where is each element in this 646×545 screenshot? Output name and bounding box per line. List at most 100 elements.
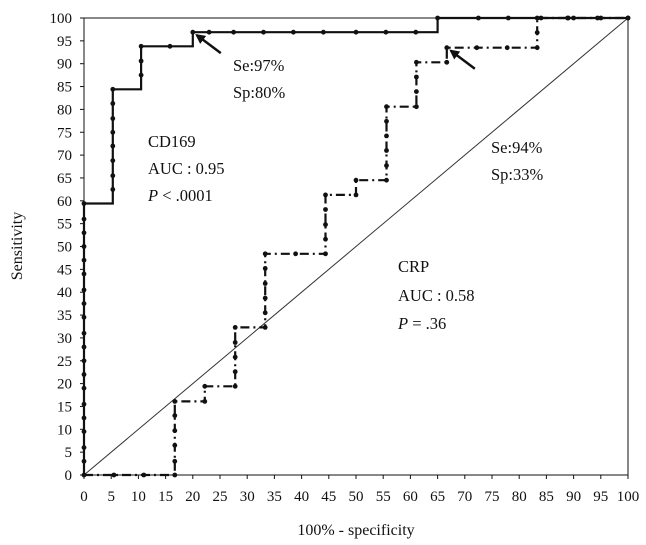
- cd169-point: [81, 385, 87, 391]
- cd169-point: [110, 101, 116, 106]
- crp-point: [141, 472, 147, 478]
- x-axis-ticks: 0 5 10 15 20 25 30 35 40 45 50 55 60 65 70 75 80 85 90 95 10…: [80, 475, 639, 505]
- y-tick-label: 5: [65, 445, 73, 461]
- y-tick-label: 95: [57, 34, 72, 50]
- x-tick-label: 30: [240, 489, 255, 505]
- y-tick-label: 75: [57, 125, 72, 141]
- crp-point: [384, 133, 389, 139]
- x-tick-label: 45: [321, 489, 336, 505]
- crp-point: [504, 45, 510, 51]
- x-tick-label: 0: [80, 489, 88, 505]
- y-tick-label: 10: [57, 422, 72, 438]
- crp-point: [262, 281, 268, 286]
- y-tick-label: 30: [57, 331, 72, 347]
- crp-point: [172, 458, 178, 464]
- crp-point: [384, 104, 389, 110]
- cd169-point: [110, 129, 116, 135]
- cd169-p-label: P < .0001: [147, 186, 213, 205]
- crp-point: [232, 340, 238, 345]
- y-tick-label: 15: [57, 399, 72, 415]
- crp-point: [172, 399, 178, 404]
- crp-point: [414, 89, 419, 94]
- crp-point: [474, 45, 480, 51]
- x-tick-label: 100: [617, 489, 640, 505]
- cd169-point: [81, 257, 87, 263]
- cd169-point: [81, 330, 87, 336]
- cd169-point: [81, 314, 87, 320]
- cd169-point: [353, 29, 359, 35]
- y-tick-label: 50: [57, 240, 72, 256]
- y-axis-title: Sensitivity: [9, 212, 26, 280]
- arrow-layer: [195, 33, 476, 70]
- cd169-p-value: < .0001: [158, 186, 213, 205]
- crp-cutoff-arrow: [449, 49, 476, 70]
- y-tick-label: 80: [57, 102, 72, 118]
- crp-point: [232, 383, 238, 389]
- cd169-point: [110, 116, 116, 121]
- cd169-point: [138, 72, 144, 78]
- crp-point: [384, 163, 389, 169]
- crp-point: [384, 148, 389, 153]
- crp-point: [323, 222, 328, 228]
- y-tick-label: 100: [50, 11, 73, 27]
- x-tick-label: 95: [593, 489, 608, 505]
- crp-point: [625, 15, 631, 21]
- cd169-point: [190, 29, 196, 35]
- cd169-point: [81, 344, 87, 350]
- x-tick-label: 25: [213, 489, 228, 505]
- cd169-point: [81, 372, 87, 377]
- x-axis-title: 100% - specificity: [297, 522, 414, 539]
- x-tick-label: 65: [430, 489, 445, 505]
- crp-point: [595, 15, 600, 21]
- crp-point: [172, 428, 178, 434]
- cd169-point: [291, 29, 296, 35]
- crp-point: [565, 15, 570, 21]
- cd169-point: [206, 29, 212, 35]
- y-tick-label: 45: [57, 262, 72, 278]
- crp-se-label: Se:94%: [491, 138, 543, 157]
- x-tick-label: 10: [131, 489, 146, 505]
- x-tick-label: 75: [485, 489, 500, 505]
- cd169-point: [110, 86, 116, 92]
- y-axis-ticks: 0 5 10 15 20 25 30 35 40 45 50 55 60 65 70 75 80 85 90 95 10…: [50, 11, 84, 484]
- cd169-sp-label: Sp:80%: [233, 83, 286, 102]
- cd169-point: [138, 43, 144, 49]
- cd169-point: [110, 173, 116, 179]
- y-tick-label: 65: [57, 171, 72, 187]
- crp-point: [262, 325, 268, 330]
- x-tick-label: 5: [107, 489, 115, 505]
- crp-point: [384, 118, 389, 124]
- crp-point: [262, 266, 268, 271]
- x-tick-label: 70: [457, 489, 472, 505]
- cd169-point: [81, 201, 87, 206]
- reference-diagonal: [83, 17, 629, 476]
- crp-p-value: = .36: [408, 314, 446, 333]
- crp-point: [534, 45, 540, 51]
- x-tick-label: 90: [566, 489, 581, 505]
- cd169-point: [321, 29, 326, 35]
- cd169-point: [476, 15, 481, 21]
- y-tick-label: 90: [57, 57, 72, 73]
- cd169-point: [138, 58, 144, 64]
- cd169-point: [413, 29, 419, 35]
- crp-point: [202, 399, 208, 404]
- crp-point: [414, 59, 419, 65]
- crp-point: [111, 472, 117, 478]
- cd169-point: [261, 29, 266, 35]
- x-tick-label: 15: [158, 489, 173, 505]
- crp-point: [323, 207, 328, 212]
- x-tick-label: 40: [294, 489, 309, 505]
- crp-point: [232, 369, 238, 375]
- x-tick-label: 20: [185, 489, 200, 505]
- cd169-point: [81, 445, 87, 450]
- cd169-point: [571, 15, 576, 21]
- crp-p-symbol: P: [397, 314, 408, 333]
- y-tick-label: 40: [57, 285, 72, 301]
- cd169-point: [110, 158, 116, 164]
- y-tick-label: 25: [57, 354, 72, 370]
- crp-point: [444, 45, 450, 51]
- crp-point: [353, 177, 359, 183]
- x-tick-label: 50: [349, 489, 364, 505]
- crp-p-label: P = .36: [397, 314, 446, 333]
